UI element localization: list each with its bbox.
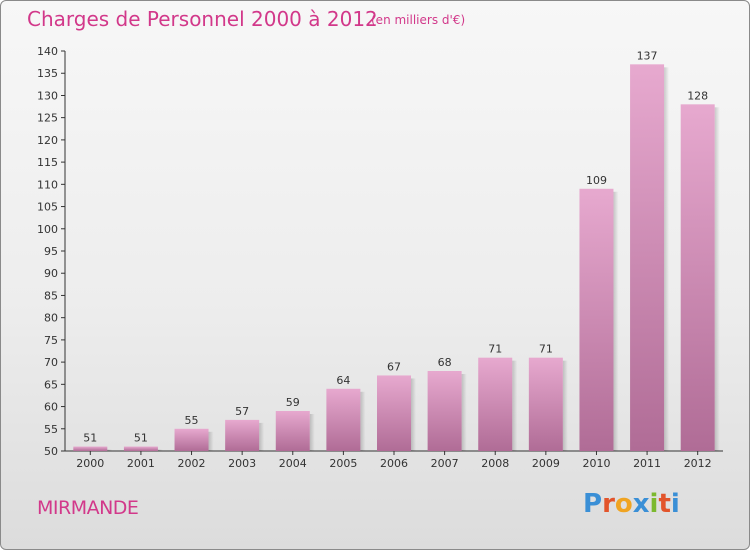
y-tick-label: 95 [44, 245, 58, 258]
bar-shadow [512, 360, 518, 451]
y-tick-label: 80 [44, 312, 58, 325]
x-tick-label: 2005 [329, 457, 357, 470]
logo-letter: i [649, 489, 659, 519]
logo-letter: i [670, 489, 680, 519]
x-tick-label: 2003 [228, 457, 256, 470]
y-tick-label: 70 [44, 356, 58, 369]
data-label: 57 [235, 405, 249, 418]
bar-shadow [360, 391, 366, 451]
x-tick-label: 2004 [279, 457, 307, 470]
x-tick-label: 2000 [76, 457, 104, 470]
bar [478, 357, 513, 451]
data-label: 128 [687, 89, 708, 102]
bar [225, 419, 260, 451]
chart-title: Charges de Personnel 2000 à 2012 [27, 7, 378, 31]
x-tick-label: 2008 [481, 457, 509, 470]
x-tick-label: 2009 [532, 457, 560, 470]
y-tick-label: 90 [44, 267, 58, 280]
bar-shadow [107, 449, 113, 451]
chart-subtitle: (en milliers d'€) [371, 13, 466, 27]
y-tick-label: 100 [37, 223, 58, 236]
data-label: 67 [387, 360, 401, 373]
y-tick-label: 75 [44, 334, 58, 347]
y-tick-label: 55 [44, 423, 58, 436]
data-label: 71 [539, 343, 553, 356]
x-tick-label: 2012 [684, 457, 712, 470]
bar-shadow [562, 360, 568, 451]
bar-shadow [157, 449, 163, 451]
logo-letter: x [632, 489, 650, 519]
bar [275, 411, 310, 451]
proxiti-logo[interactable]: Proxiti [583, 489, 680, 519]
x-tick-label: 2007 [431, 457, 459, 470]
y-tick-label: 65 [44, 378, 58, 391]
y-tick-label: 120 [37, 134, 58, 147]
data-label: 68 [438, 356, 452, 369]
y-tick-label: 110 [37, 178, 58, 191]
logo-letter: P [583, 489, 603, 519]
bar-shadow [714, 107, 720, 451]
logo-letter: t [658, 489, 671, 519]
bar [680, 104, 715, 451]
data-label: 51 [134, 432, 148, 445]
y-tick-label: 115 [37, 156, 58, 169]
bar-shadow [613, 191, 619, 451]
x-tick-label: 2010 [582, 457, 610, 470]
bar [528, 357, 563, 451]
data-label: 59 [286, 396, 300, 409]
data-label: 64 [336, 374, 350, 387]
bar [174, 428, 209, 451]
bar [579, 188, 614, 451]
data-label: 137 [637, 49, 658, 62]
y-tick-label: 50 [44, 445, 58, 458]
commune-name: MIRMANDE [37, 497, 139, 519]
bar [630, 64, 665, 452]
y-tick-label: 105 [37, 201, 58, 214]
x-tick-label: 2001 [127, 457, 155, 470]
y-tick-label: 60 [44, 401, 58, 414]
bar-shadow [411, 378, 416, 451]
y-tick-label: 85 [44, 289, 58, 302]
x-tick-label: 2002 [178, 457, 206, 470]
y-tick-label: 125 [37, 112, 58, 125]
data-label: 71 [488, 343, 502, 356]
bar [326, 388, 361, 451]
data-label: 109 [586, 174, 607, 187]
y-tick-label: 130 [37, 89, 58, 102]
x-tick-label: 2006 [380, 457, 408, 470]
data-label: 51 [83, 432, 97, 445]
bar-shadow [208, 431, 214, 451]
bar-shadow [664, 67, 670, 451]
bar [377, 375, 411, 451]
data-label: 55 [185, 414, 199, 427]
bar-shadow [309, 414, 315, 451]
y-tick-label: 135 [37, 67, 58, 80]
logo-letter: o [614, 489, 633, 519]
bar-shadow [259, 422, 265, 451]
logo-letter: r [602, 489, 615, 519]
bar [427, 371, 462, 451]
bar-shadow [461, 374, 467, 451]
x-tick-label: 2011 [633, 457, 661, 470]
y-tick-label: 140 [37, 45, 58, 58]
bar [73, 446, 108, 451]
bar [123, 446, 158, 451]
